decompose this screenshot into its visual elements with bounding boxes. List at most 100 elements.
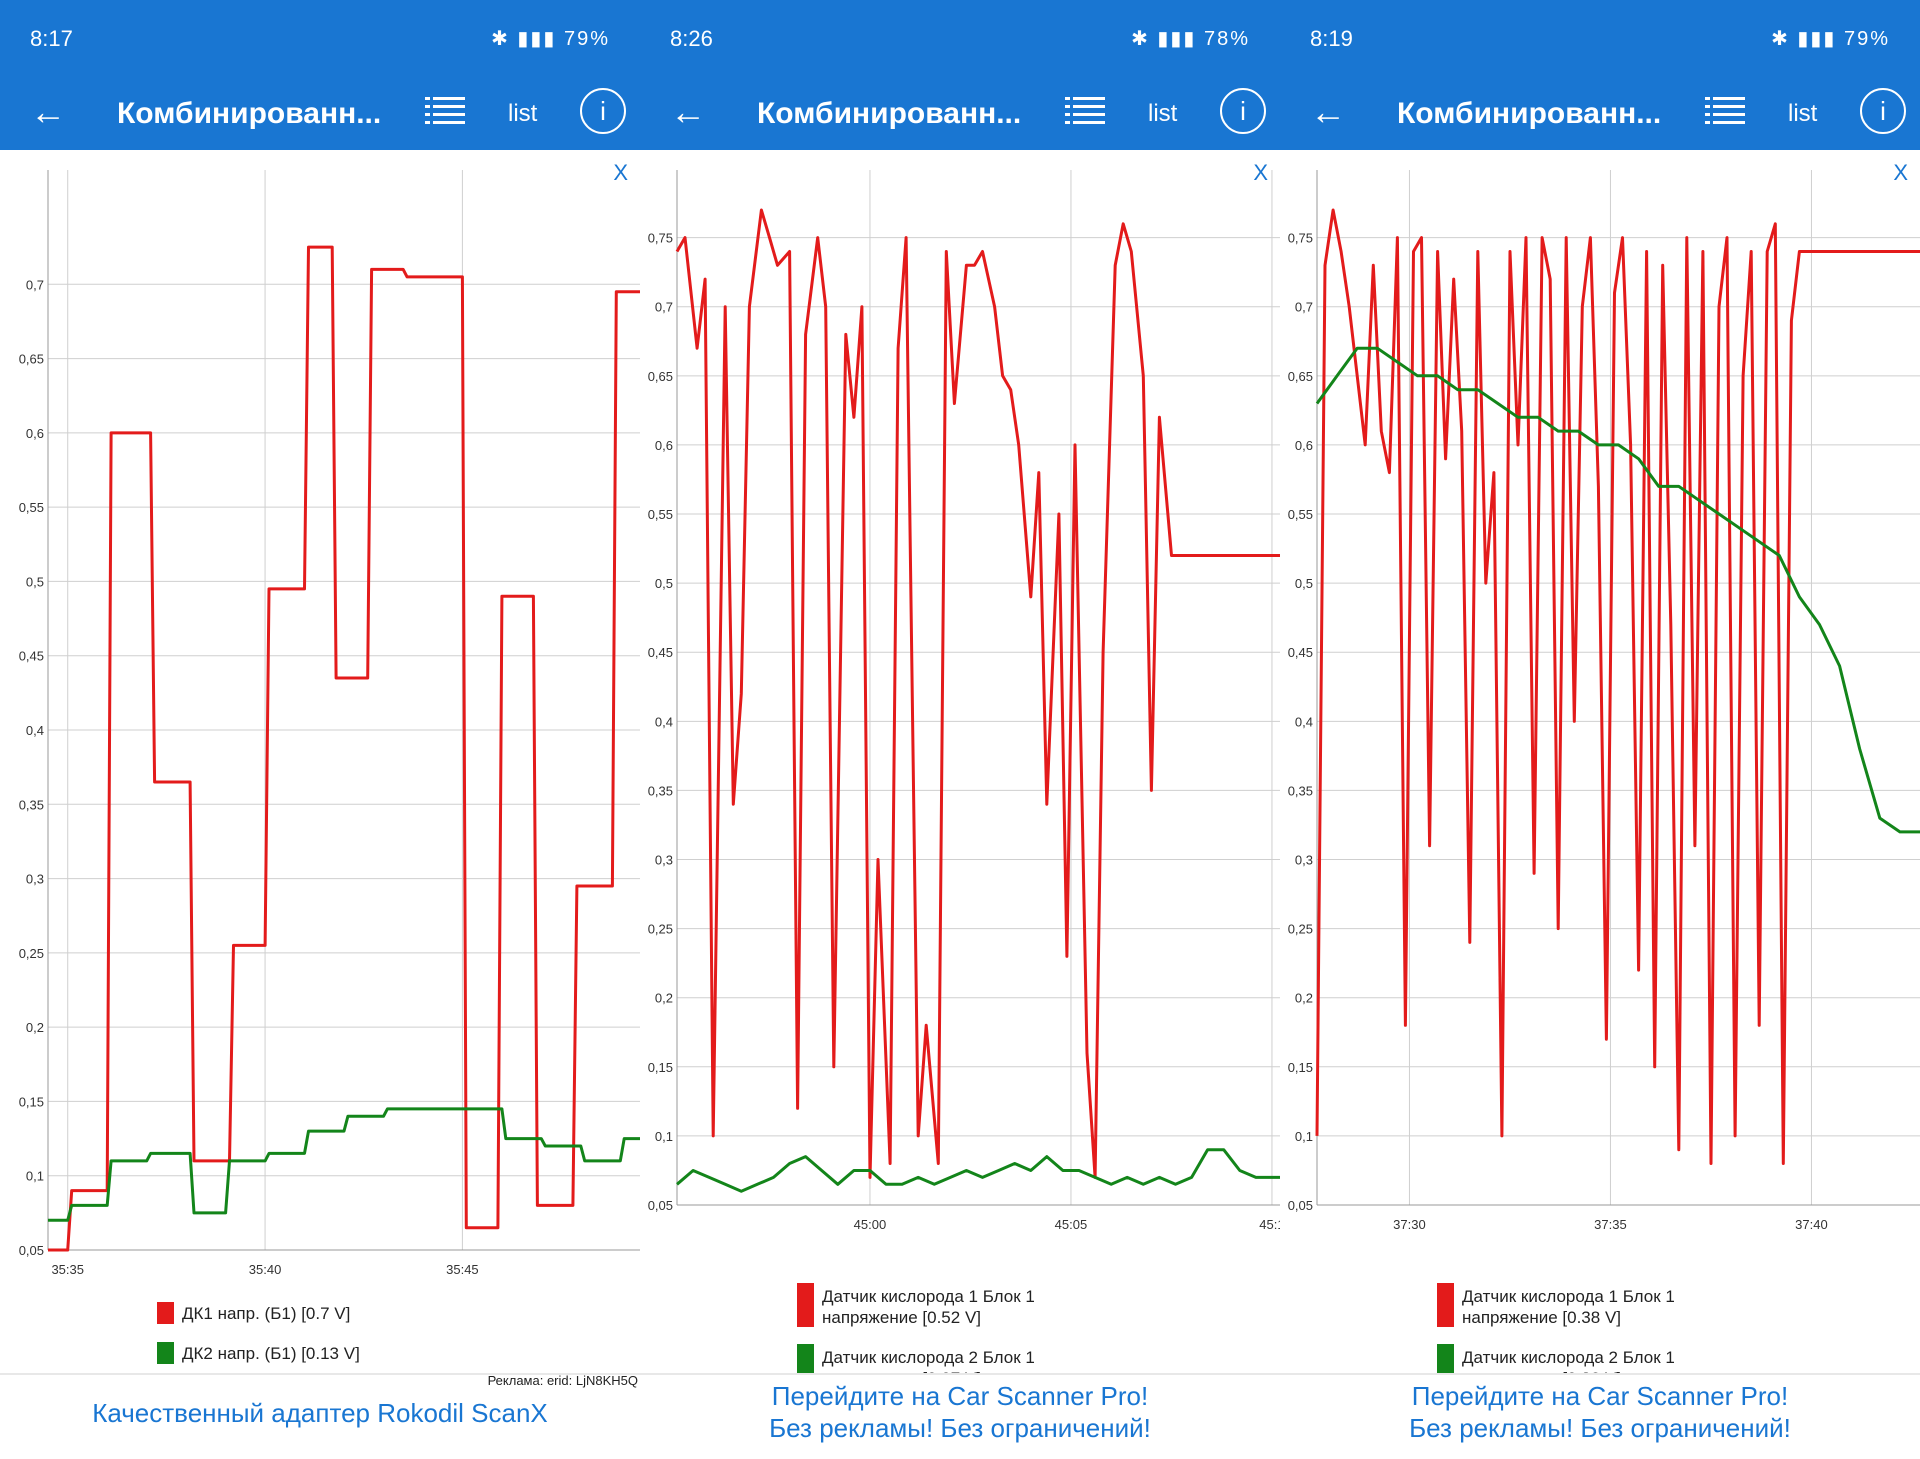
status-time: 8:19	[1310, 26, 1353, 51]
status-time: 8:26	[670, 26, 713, 51]
battery-percent: 79%	[1843, 28, 1890, 50]
ad-text-line[interactable]: Без рекламы! Без ограничений!	[769, 1413, 1151, 1443]
y-tick-label: 0,35	[648, 783, 673, 798]
back-arrow-icon[interactable]: ←	[30, 91, 66, 132]
x-tick-label: 45:00	[854, 1217, 887, 1232]
y-tick-label: 0,65	[1288, 369, 1313, 384]
series-line-2	[676, 1148, 1280, 1193]
y-tick-label: 0,25	[648, 922, 673, 937]
list-view-icon[interactable]	[1065, 96, 1105, 128]
phone-screen-0: 8:17 ✱ ▮▮▮ 79% ← Комбинированн... list i 0,05 0…	[0, 0, 640, 1459]
ad-note: Реклама: erid: LjN8KH5Q	[487, 1373, 638, 1388]
close-chart-button[interactable]: X	[1253, 160, 1268, 185]
y-tick-label: 0,6	[1295, 438, 1313, 453]
ad-text-line[interactable]: Перейдите на Car Scanner Pro!	[1411, 1381, 1789, 1411]
y-tick-label: 0,4	[655, 714, 673, 729]
bluetooth-icon: ✱ ▮▮▮	[1771, 28, 1844, 50]
x-tick-label: 35:45	[446, 1262, 479, 1277]
y-tick-label: 0,3	[1295, 853, 1313, 868]
legend-label: ДК1 напр. (Б1) [0.7 V]	[182, 1304, 350, 1323]
chart: 0,05 0,1 0,15 0,2 0,25 0,3 0,35 0,4 0,45 0,5 0,55 0…	[648, 170, 1280, 1375]
list-button[interactable]: list	[508, 100, 538, 127]
y-tick-label: 0,1	[655, 1129, 673, 1144]
battery-percent: 78%	[1203, 28, 1250, 50]
legend-label: ДК2 напр. (Б1) [0.13 V]	[182, 1344, 360, 1363]
close-chart-button[interactable]: X	[1893, 160, 1908, 185]
bluetooth-icon: ✱ ▮▮▮	[1131, 28, 1204, 50]
x-tick-label: 37:30	[1393, 1217, 1426, 1232]
legend-swatch	[1437, 1283, 1454, 1327]
y-tick-label: 0,3	[26, 872, 44, 887]
status-icons: ✱ ▮▮▮ 78%	[1131, 26, 1250, 51]
ad-text-line[interactable]: Без рекламы! Без ограничений!	[1409, 1413, 1791, 1443]
y-tick-label: 0,4	[26, 723, 44, 738]
ad-text-line[interactable]: Качественный адаптер Rokodil ScanX	[92, 1398, 548, 1428]
info-icon[interactable]: i	[580, 88, 626, 134]
status-icons: ✱ ▮▮▮ 79%	[491, 26, 610, 51]
page-title: Комбинированн...	[1397, 97, 1662, 130]
x-tick-label: 35:40	[249, 1262, 282, 1277]
y-tick-label: 0,5	[26, 574, 44, 589]
chart: 0,05 0,1 0,15 0,2 0,25 0,3 0,35 0,4 0,45 0,5 0,55 0…	[1288, 170, 1920, 1375]
app-bar: ← Комбинированн... list i	[0, 80, 640, 150]
y-tick-label: 0,3	[655, 853, 673, 868]
y-tick-label: 0,35	[19, 797, 44, 812]
x-tick-label: 45:1	[1259, 1217, 1280, 1232]
status-bar: 8:17 ✱ ▮▮▮ 79%	[0, 0, 640, 80]
status-bar: 8:19 ✱ ▮▮▮ 79%	[1280, 0, 1920, 80]
series-line-2	[48, 1107, 640, 1222]
y-tick-label: 0,1	[1295, 1129, 1313, 1144]
legend-label: Датчик кислорода 1 Блок 1 напряжение [0.5…	[822, 1287, 1035, 1327]
list-view-icon[interactable]	[1705, 96, 1745, 128]
y-tick-label: 0,55	[1288, 507, 1313, 522]
y-tick-label: 0,6	[26, 426, 44, 441]
y-tick-label: 0,75	[1288, 231, 1313, 246]
back-arrow-icon[interactable]: ←	[1310, 91, 1346, 132]
y-tick-label: 0,45	[648, 645, 673, 660]
x-tick-label: 37:35	[1594, 1217, 1627, 1232]
y-tick-label: 0,45	[19, 649, 44, 664]
series-line-1	[675, 208, 1280, 1179]
y-tick-label: 0,15	[19, 1094, 44, 1109]
legend-swatch	[157, 1342, 174, 1364]
info-icon[interactable]: i	[1860, 88, 1906, 134]
y-tick-label: 0,4	[1295, 714, 1313, 729]
divider	[0, 1373, 640, 1375]
list-button[interactable]: list	[1148, 100, 1178, 127]
page-title: Комбинированн...	[117, 97, 382, 130]
series-line-1	[48, 245, 640, 1252]
info-icon[interactable]: i	[1220, 88, 1266, 134]
divider	[640, 1373, 1280, 1375]
x-tick-label: 45:05	[1055, 1217, 1088, 1232]
y-tick-label: 0,55	[648, 507, 673, 522]
y-tick-label: 0,05	[1288, 1198, 1313, 1213]
y-tick-label: 0,65	[19, 352, 44, 367]
y-tick-label: 0,2	[655, 991, 673, 1006]
y-tick-label: 0,25	[19, 946, 44, 961]
app-bar: ← Комбинированн... list i	[640, 80, 1280, 150]
ad-text-line[interactable]: Перейдите на Car Scanner Pro!	[771, 1381, 1149, 1411]
close-chart-button[interactable]: X	[613, 160, 628, 185]
phone-screen-1: 8:26 ✱ ▮▮▮ 78% ← Комбинированн... list i 0,05 0…	[640, 0, 1280, 1459]
y-tick-label: 0,1	[26, 1169, 44, 1184]
bluetooth-icon: ✱ ▮▮▮	[491, 28, 564, 50]
y-tick-label: 0,65	[648, 369, 673, 384]
page-title: Комбинированн...	[757, 97, 1022, 130]
back-arrow-icon[interactable]: ←	[670, 91, 706, 132]
legend-swatch	[797, 1344, 814, 1375]
y-tick-label: 0,2	[1295, 991, 1313, 1006]
y-tick-label: 0,75	[648, 231, 673, 246]
x-tick-label: 37:40	[1795, 1217, 1828, 1232]
y-tick-label: 0,05	[19, 1243, 44, 1258]
list-button[interactable]: list	[1788, 100, 1818, 127]
phone-screen-2: 8:19 ✱ ▮▮▮ 79% ← Комбинированн... list i 0,05 0…	[1280, 0, 1920, 1459]
x-tick-label: 35:35	[51, 1262, 84, 1277]
y-tick-label: 0,5	[655, 576, 673, 591]
list-view-icon[interactable]	[425, 96, 465, 128]
y-tick-label: 0,2	[26, 1020, 44, 1035]
legend-swatch	[797, 1283, 814, 1327]
legend-label: Датчик кислорода 1 Блок 1 напряжение [0.3…	[1462, 1287, 1675, 1327]
legend-swatch	[1437, 1344, 1454, 1375]
